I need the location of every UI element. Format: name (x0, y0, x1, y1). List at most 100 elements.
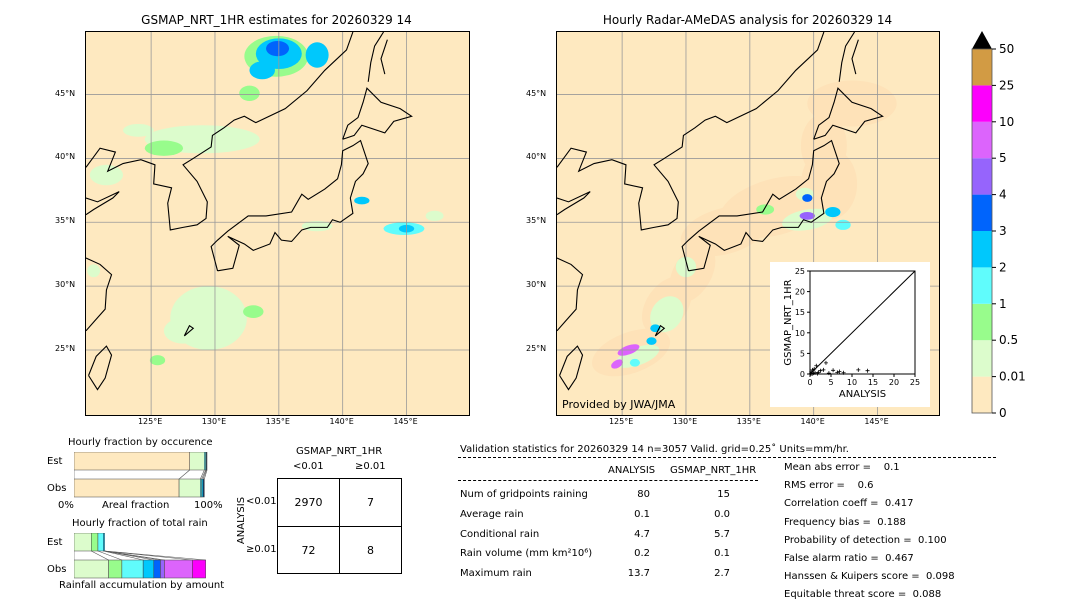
occ-obs-label: Obs (47, 483, 67, 494)
coastline (210, 139, 369, 272)
lat-tick-label: 25°N (526, 343, 547, 353)
rain-area (249, 61, 275, 80)
coastline (681, 139, 840, 272)
y-axis-label: GSMAP_NRT_1HR (783, 279, 794, 365)
score-line: Hanssen & Kuipers score = 0.098 (784, 571, 955, 583)
colorbar-segment (972, 303, 992, 341)
stat-gsmap-value: 2.7 (714, 568, 730, 579)
contingency-row-0: <0.01 (246, 496, 277, 507)
rain-area (629, 358, 641, 367)
coastline (557, 257, 584, 332)
y-tick-label: 10 (795, 329, 805, 338)
x-tick-label: 0 (807, 378, 812, 387)
lon-tick-label: 125°E (608, 417, 634, 426)
colorbar-label: 0.5 (999, 333, 1018, 347)
scatter-point (841, 370, 846, 375)
score-line: Mean abs error = 0.1 (784, 462, 900, 473)
lon-tick-label: 130°E (672, 417, 698, 426)
rain-area (799, 212, 815, 220)
stats-header: Validation statistics for 20260329 14 n=… (460, 444, 849, 455)
scatter-plot: 0 5 10 15 20 25 0 5 10 15 20 25 ANALYSIS GSMAP_NRT_1H… (783, 267, 920, 400)
scatter-point (835, 370, 840, 375)
stat-row-label: Conditional rain (460, 529, 540, 540)
coastline (88, 345, 113, 391)
rain-area (243, 305, 264, 319)
rain-area (425, 210, 444, 221)
bar-segment (206, 452, 208, 471)
stats-col-analysis: ANALYSIS (608, 465, 656, 476)
rain-area (615, 344, 660, 368)
lat-tick-label: 30°N (55, 280, 76, 290)
bar-segment (74, 478, 180, 498)
bar-segment (74, 533, 92, 552)
x-axis-label: ANALYSIS (839, 389, 886, 400)
x-tick-label: 5 (828, 378, 833, 387)
lat-tick-label: 40°N (55, 152, 76, 162)
contingency-col-1: ≥0.01 (355, 461, 386, 472)
scatter-point (813, 370, 818, 375)
bar-segment (192, 559, 206, 579)
rain-area (680, 206, 768, 257)
coastline (86, 257, 113, 332)
bar-connector (103, 550, 144, 561)
stat-analysis-value: 13.7 (627, 568, 650, 579)
rain-xlabel: Rainfall accumulation by amount (59, 580, 225, 591)
bar-segment (97, 533, 104, 552)
rain-area (123, 123, 154, 137)
scatter-point (856, 367, 861, 372)
bar-segment (202, 478, 205, 498)
right-map-title: Hourly Radar-AMeDAS analysis for 2026032… (602, 13, 893, 27)
diagonal-line (809, 270, 916, 375)
bar-segment (189, 452, 205, 471)
left-map (85, 31, 470, 416)
colorbar-label: 0 (999, 406, 1007, 420)
colorbar-segment (972, 267, 992, 304)
rain-est-label: Est (47, 537, 63, 548)
stat-analysis-value: 0.2 (634, 548, 650, 559)
stat-analysis-value: 0.1 (634, 509, 650, 520)
score-line: Correlation coeff = 0.417 (784, 498, 914, 510)
coastline (813, 87, 884, 140)
lat-tick-label: 45°N (526, 88, 547, 98)
colorbar-segment (972, 376, 992, 413)
coastline (557, 32, 825, 231)
scatter-point (865, 368, 870, 373)
x-tick-label: 15 (868, 378, 878, 387)
contingency-title: GSMAP_NRT_1HR (296, 446, 383, 457)
rain-area (835, 219, 851, 230)
y-tick-label: 25 (795, 267, 805, 276)
coastline (86, 191, 120, 216)
bar-connector (204, 469, 208, 480)
y-tick-label: 5 (800, 349, 805, 358)
lat-tick-label: 35°N (526, 216, 547, 226)
lon-tick-label: 145°E (864, 417, 889, 426)
score-line: RMS error = 0.6 (784, 480, 874, 492)
scatter-point (821, 367, 826, 372)
coastline (86, 32, 354, 231)
bar-segment (178, 478, 201, 498)
data-credit: Provided by JWA/JMA (562, 398, 676, 411)
cell-miss: 72 (301, 544, 316, 557)
stat-row-label: Num of gridpoints raining (460, 489, 588, 500)
lon-tick-label: 145°E (393, 417, 418, 426)
score-line: Probability of detection = 0.100 (784, 534, 947, 546)
rain-area (802, 194, 813, 202)
rain-area (87, 264, 101, 278)
colorbar-segment (972, 194, 992, 231)
coastline (654, 324, 666, 337)
occ-xlabel: Areal fraction (102, 500, 170, 511)
colorbar-label: 25 (999, 78, 1014, 92)
bar-segment (121, 559, 144, 579)
y-tick-label: 20 (795, 288, 805, 297)
y-tick-label: 0 (800, 370, 805, 379)
colorbar-segment (972, 49, 992, 86)
coastline (183, 324, 195, 337)
colorbar-label: 1 (999, 297, 1007, 311)
colorbar-label: 10 (999, 115, 1014, 129)
bar-segment (153, 559, 161, 579)
bar-connector (202, 469, 207, 480)
colorbar-label: 0.01 (999, 370, 1026, 384)
colorbar-segment (972, 158, 992, 195)
contingency-table: 2970 7 72 8 (277, 478, 402, 574)
scatter-point (815, 371, 820, 376)
